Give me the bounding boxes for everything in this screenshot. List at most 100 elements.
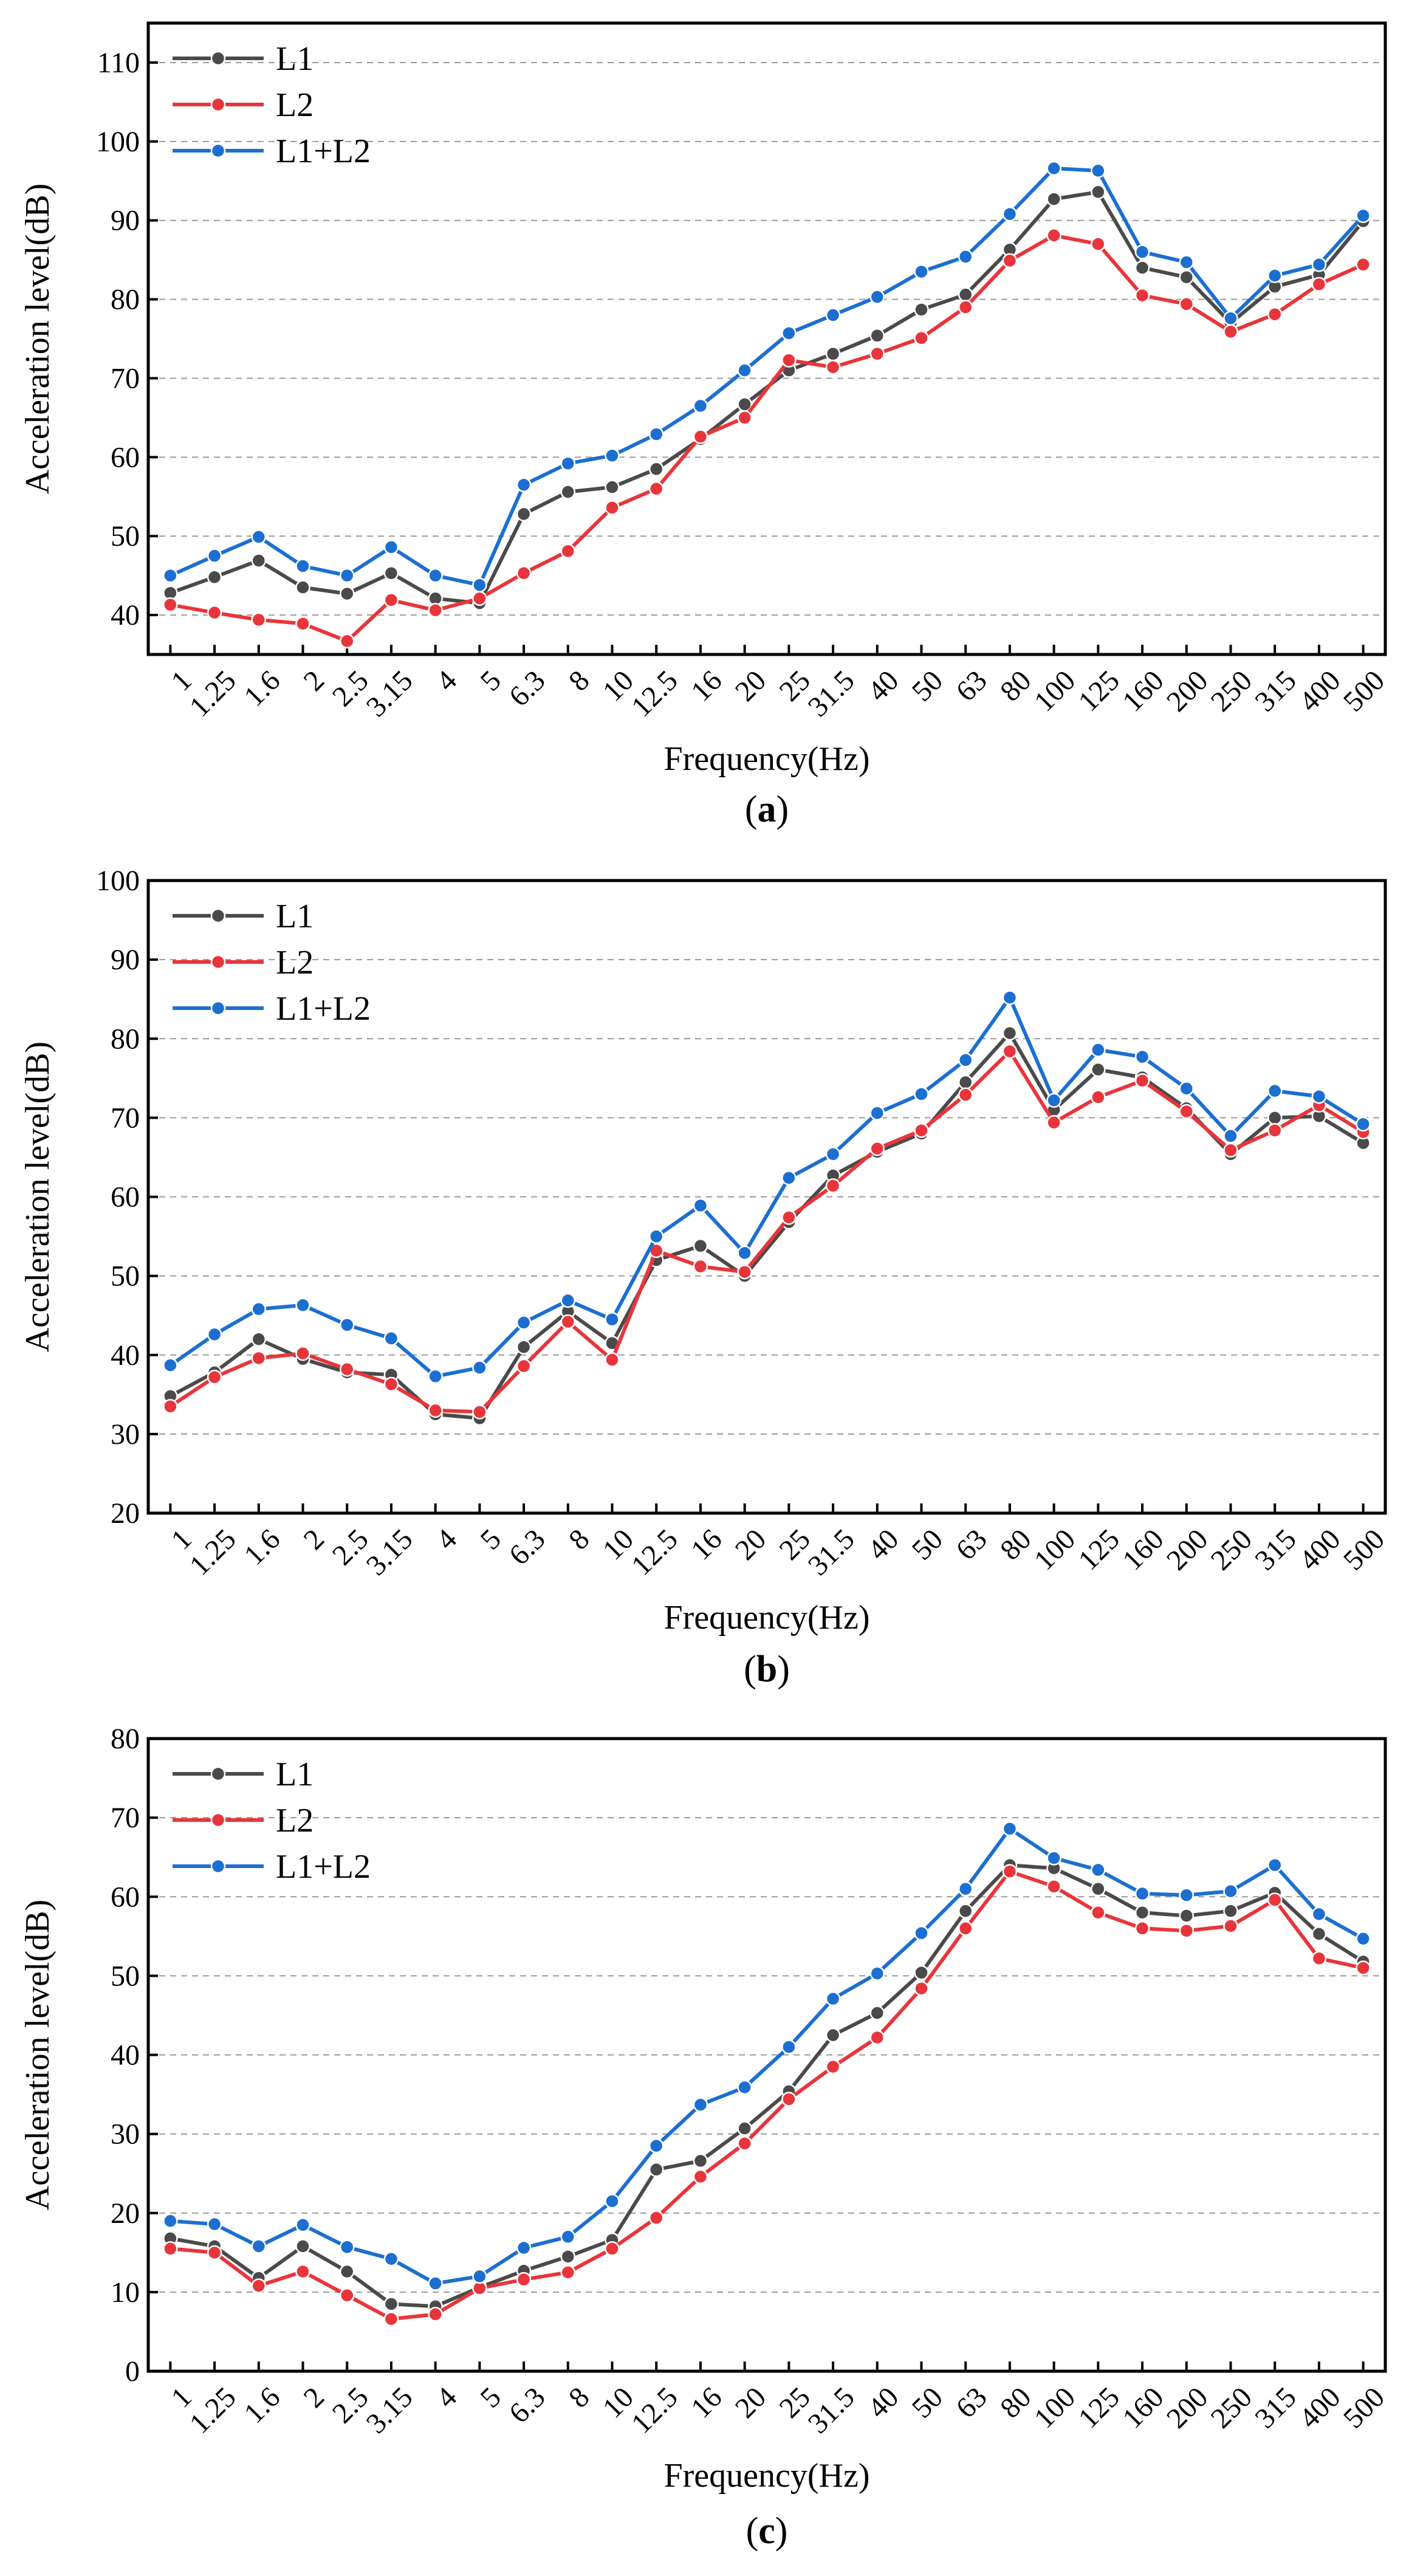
data-point-l1 [914, 302, 929, 317]
data-point-l2 [428, 603, 443, 618]
data-point-l1 [339, 586, 355, 602]
data-point-l1-plus-l2 [1179, 1887, 1195, 1903]
data-point-l2 [781, 1210, 797, 1225]
x-tick-label: 500 [1337, 2381, 1391, 2434]
data-point-l1 [295, 580, 310, 595]
x-tick-label: 250 [1205, 664, 1258, 718]
data-point-l1-plus-l2 [1356, 208, 1371, 224]
legend-label-l1: L1 [276, 1756, 314, 1793]
x-tick-label: 3.15 [360, 2381, 419, 2440]
y-tick-label: 60 [111, 441, 140, 473]
x-tick-label: 31.5 [802, 664, 861, 723]
data-point-l1-plus-l2 [958, 1881, 973, 1897]
series-line-l1 [170, 190, 1365, 605]
x-tick-label: 2 [298, 2381, 331, 2414]
x-tick-label: 1.6 [238, 664, 286, 713]
x-tick-label: 1.6 [238, 1523, 286, 1571]
data-point-l2 [251, 2278, 267, 2293]
data-point-l1-plus-l2 [560, 2229, 576, 2245]
data-point-l1-plus-l2 [737, 1245, 752, 1261]
y-axis-label: Acceleration level(dB) [19, 1900, 57, 2211]
data-point-l1-plus-l2 [825, 1991, 841, 2007]
data-point-l1-plus-l2 [516, 1315, 532, 1330]
data-point-l1-plus-l2 [251, 2239, 267, 2254]
data-point-l1 [958, 1074, 973, 1090]
legend-marker-l1-plus-l2 [210, 1000, 226, 1016]
data-point-l2 [869, 346, 885, 362]
y-tick-label: 80 [111, 284, 140, 316]
plot-frame [146, 879, 1387, 1515]
data-point-l1-plus-l2 [781, 2039, 797, 2055]
data-point-l2 [428, 1403, 443, 1418]
data-point-l1-plus-l2 [472, 1360, 487, 1375]
data-point-l1-plus-l2 [1046, 1850, 1061, 1866]
x-axis-label: Frequency(Hz) [664, 2457, 870, 2495]
data-point-l2 [383, 592, 399, 608]
data-point-l2 [825, 1178, 841, 1194]
y-tick-label: 100 [96, 126, 140, 158]
data-point-l1-plus-l2 [383, 1331, 399, 1346]
data-point-l1-plus-l2 [605, 1311, 620, 1327]
data-point-l1-plus-l2 [560, 1293, 576, 1308]
y-tick-label: 40 [111, 1339, 140, 1372]
data-point-l1-plus-l2 [1223, 1128, 1238, 1144]
series-line-l1 [169, 1031, 1365, 1420]
x-tick-label: 6.3 [503, 664, 552, 713]
data-point-l2 [1046, 1115, 1061, 1130]
data-point-l1-plus-l2 [869, 1105, 885, 1121]
data-point-l1-plus-l2 [1267, 268, 1283, 283]
panel-caption: (a) [745, 789, 789, 830]
legend-label-l1-plus-l2: L1+L2 [276, 132, 371, 170]
x-tick-label: 16 [685, 1523, 728, 1566]
data-point-l1-plus-l2 [295, 558, 310, 574]
data-point-l1-plus-l2 [295, 2217, 310, 2233]
data-point-l2 [472, 1404, 487, 1420]
data-point-l1-plus-l2 [207, 548, 222, 563]
x-tick-label: 200 [1160, 664, 1214, 718]
data-point-l1-plus-l2 [825, 307, 841, 323]
data-point-l1-plus-l2 [1223, 1883, 1238, 1899]
x-tick-label: 100 [1028, 2381, 1082, 2434]
data-point-l2 [1002, 1043, 1018, 1059]
legend-label-l2: L2 [276, 86, 314, 124]
data-point-l1-plus-l2 [207, 2216, 222, 2232]
data-point-l2 [560, 1314, 576, 1330]
x-tick-label: 50 [906, 664, 949, 707]
data-point-l1 [560, 2249, 576, 2264]
x-tick-label: 63 [950, 1523, 993, 1566]
data-point-l2 [825, 2059, 841, 2075]
data-point-l1-plus-l2 [428, 2276, 443, 2291]
x-tick-label: 315 [1249, 1523, 1302, 1576]
data-point-l1-plus-l2 [1267, 1857, 1283, 1873]
data-point-l2 [1134, 1073, 1150, 1088]
caption-open-paren: ( [744, 1649, 756, 1690]
data-point-l1-plus-l2 [1091, 1042, 1106, 1057]
data-point-l1 [1179, 269, 1195, 285]
data-point-l2 [648, 481, 664, 496]
data-point-l2 [914, 1980, 929, 1996]
data-point-l2 [339, 2287, 355, 2303]
series-line-l1-plus-l2 [169, 995, 1365, 1378]
caption-close-paren: ) [776, 789, 789, 830]
data-point-l2 [163, 1399, 178, 1414]
data-point-l2 [295, 616, 310, 631]
data-point-l2 [693, 429, 708, 444]
data-point-l1-plus-l2 [1002, 990, 1018, 1005]
x-tick-label: 31.5 [802, 2381, 861, 2440]
x-tick-label: 5 [474, 664, 507, 697]
data-point-l1-plus-l2 [737, 2080, 752, 2095]
data-point-l1 [648, 461, 664, 477]
series-line-l2 [170, 233, 1364, 643]
x-tick-label: 50 [906, 1523, 949, 1566]
caption-open-paren: ( [746, 2510, 759, 2552]
data-point-l2 [516, 1358, 532, 1374]
data-point-l2 [1223, 324, 1238, 340]
panel-caption: (c) [746, 2510, 788, 2552]
y-tick-label: 70 [111, 1102, 140, 1134]
data-point-l2 [605, 500, 620, 515]
data-point-l1-plus-l2 [163, 568, 178, 583]
data-point-l2 [1356, 257, 1371, 272]
data-point-l1-plus-l2 [605, 2193, 620, 2209]
data-point-l1 [1134, 1905, 1150, 1920]
data-point-l2 [914, 1122, 929, 1138]
